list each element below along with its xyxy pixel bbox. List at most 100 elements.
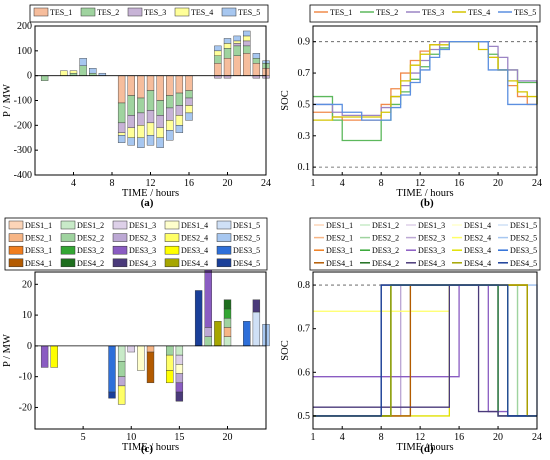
y-tick-label: -20 (19, 402, 32, 413)
series-line-des2_3 (313, 284, 537, 417)
x-tick-label: 20 (493, 178, 503, 189)
legend-swatch-des3_1 (8, 245, 24, 255)
series-line-des3_4 (313, 284, 537, 417)
series-line-des3_3 (313, 284, 537, 417)
legend-swatch-des1_5 (216, 220, 232, 230)
series-line-tes_5 (313, 41, 537, 121)
legend-swatch-des2_3 (112, 233, 128, 242)
bar-tes_3 (117, 122, 126, 133)
legend-label-des3_3: DES3_3 (418, 246, 445, 255)
panel-caption: (c) (141, 443, 154, 455)
x-tick-label: 12 (146, 178, 156, 189)
legend-label-des3_1: DES3_1 (25, 246, 52, 255)
chart-d: 0.5 0.6 0.7 0.8 1 4 8 12 16 20 24 TIME / hours SOC DE… (280, 217, 542, 455)
y-tick-label: -10 (19, 372, 32, 383)
legend: TES_1 TES_2 TES_3 TES_4 TES_5 (309, 4, 541, 23)
legend-label-des1_1: DES1_1 (25, 221, 52, 230)
bar-tes_1 (223, 58, 232, 76)
x-tick-label: 1 (311, 432, 316, 443)
legend-label-des3_1: DES3_1 (326, 246, 353, 255)
legend-label-des2_5: DES2_5 (233, 234, 260, 243)
bar-tes_5 (156, 137, 164, 148)
series-lines (313, 284, 538, 417)
legend-swatch-des4_3 (112, 258, 128, 268)
series-line-des2_2 (313, 284, 537, 417)
y-tick-label: 0.8 (298, 280, 311, 291)
bar-des1_2 (223, 336, 232, 347)
y-tick-label: 0.7 (298, 68, 311, 79)
bar-tes_2 (127, 95, 135, 116)
bar-des4_3 (252, 299, 261, 313)
legend-label-des3_4: DES3_4 (464, 246, 491, 255)
bar-tes_2 (137, 97, 145, 114)
y-tick-label: -300 (14, 145, 32, 156)
legend-swatch-tes_4 (174, 7, 190, 17)
legend-swatch-des2_2 (60, 233, 76, 242)
bar-tes_2 (252, 58, 261, 64)
bar-tes_4 (60, 70, 68, 76)
bar-tes_1 (243, 53, 251, 76)
y-tick-label: 0.1 (298, 162, 311, 173)
legend-label-des4_4: DES4_4 (181, 259, 208, 268)
legend-label-tes_4: TES_4 (468, 8, 490, 17)
legend-label-des2_2: DES2_2 (372, 234, 399, 243)
y-tick-label: 0.5 (298, 411, 311, 422)
series-line-des4_2 (313, 284, 537, 417)
series-line-des4_5 (313, 284, 537, 417)
series-line-des2_5 (313, 284, 538, 417)
y-tick-label: 20 (22, 279, 32, 290)
legend-swatch-des3_3 (112, 245, 128, 255)
legend-swatch-des2_1 (8, 233, 24, 242)
legend-label-des3_2: DES3_2 (372, 246, 399, 255)
bar-tes_3 (166, 107, 174, 121)
bar-des2_4 (166, 354, 174, 371)
legend-label-des4_4: DES4_4 (464, 259, 491, 268)
bar-des1_2 (175, 345, 184, 356)
plot-frame (312, 271, 538, 430)
bar-tes_5 (175, 125, 184, 133)
bar-tes_2 (40, 75, 49, 81)
bar-tes_2 (243, 45, 251, 54)
bar-tes_1 (175, 75, 184, 94)
bar-des4_1 (146, 351, 155, 384)
bar-tes_4 (69, 70, 78, 74)
bars (40, 265, 270, 405)
panel-caption: (d) (420, 443, 434, 455)
bar-tes_4 (175, 115, 184, 126)
bar-tes_2 (233, 45, 241, 56)
y-axis-label: P / MW (2, 84, 13, 117)
x-tick-label: 16 (184, 178, 194, 189)
legend-label-des3_5: DES3_5 (233, 246, 260, 255)
series-line-des1_5 (313, 284, 538, 417)
bar-tes_4 (127, 127, 135, 138)
bar-des1_5 (252, 311, 261, 347)
legend: TES_1 TES_2 TES_3 TES_4 TES_5 (29, 4, 269, 23)
legend-label-des4_3: DES4_3 (418, 259, 445, 268)
x-tick-label: 4 (340, 432, 345, 443)
legend-swatch-tes_2 (80, 7, 96, 17)
bar-des3_5 (108, 345, 116, 393)
legend-swatch-tes_3 (127, 7, 143, 17)
legend-label-des2_1: DES2_1 (326, 234, 353, 243)
bar-tes_2 (175, 92, 184, 106)
bar-des1_3 (127, 345, 135, 353)
x-tick-label: 20 (493, 432, 503, 443)
legend-label-des4_3: DES4_3 (129, 259, 156, 268)
series-line-des1_1 (313, 284, 537, 417)
bar-tes_3 (146, 110, 155, 124)
y-tick-label: 0.9 (298, 37, 311, 48)
bar-tes_2 (156, 100, 164, 116)
bar-tes_2 (79, 65, 87, 76)
legend-label-des2_2: DES2_2 (77, 234, 104, 243)
bar-tes_4 (117, 132, 126, 136)
bar-des3_3 (175, 382, 184, 393)
chart-a: -400 -300 -200 -100 0 100 200 4 8 12 16 20 24 TIME / … (2, 4, 271, 209)
series-line-des4_4 (313, 284, 537, 417)
bar-des4_2 (223, 299, 232, 310)
plot-frame (312, 25, 538, 176)
series-line-des2_1 (313, 284, 537, 417)
x-tick-label: 20 (223, 178, 233, 189)
bar-tes_1 (137, 75, 145, 99)
legend-label-des3_3: DES3_3 (129, 246, 156, 255)
x-axis-label: TIME / hours (396, 442, 453, 453)
